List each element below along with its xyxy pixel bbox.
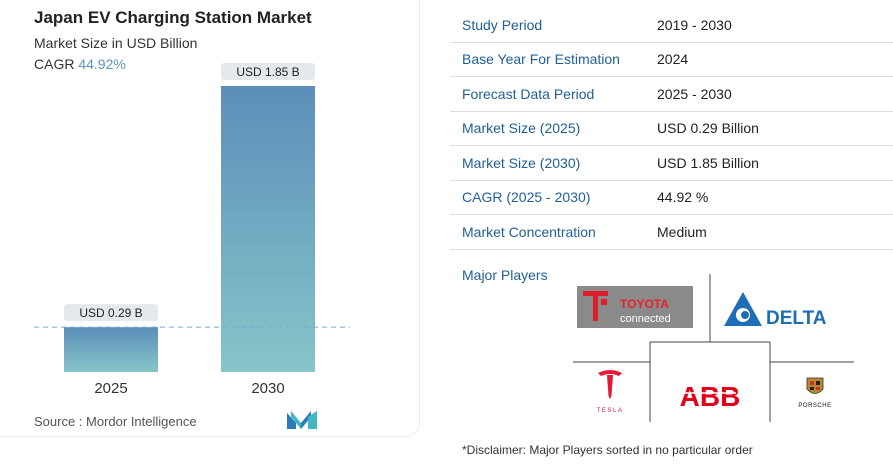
chart-subtitle: Market Size in USD Billion [34, 35, 198, 51]
toyota-text: TOYOTA [620, 297, 669, 311]
stats-table: Study Period 2019 - 2030 Base Year For Est… [450, 8, 893, 250]
stats-row: Market Size (2030) USD 1.85 Billion [450, 145, 893, 181]
delta-text: DELTA [766, 308, 827, 329]
data-label: USD 0.29 B [79, 306, 142, 320]
cagr-value: 44.92% [78, 56, 126, 72]
market-chart-card: Japan EV Charging Station Market Market … [0, 0, 420, 437]
cagr-label: CAGR [34, 56, 75, 72]
stats-row: CAGR (2025 - 2030) 44.92 % [450, 180, 893, 215]
stat-label: Study Period [450, 8, 657, 43]
stat-label: Market Size (2030) [450, 145, 657, 181]
data-label: USD 1.85 B [236, 65, 299, 79]
stat-value: USD 0.29 Billion [657, 111, 893, 146]
delta-logo: DELTA [724, 292, 827, 329]
stats-row: Base Year For Estimation 2024 [450, 42, 893, 77]
abb-logo: ABB [680, 381, 741, 412]
stat-label: CAGR (2025 - 2030) [450, 180, 657, 215]
stat-label: Base Year For Estimation [450, 42, 657, 77]
porsche-logo: PORSCHE [798, 377, 831, 409]
stat-label: Market Size (2025) [450, 111, 657, 146]
connected-text: connected [620, 313, 671, 325]
tesla-text: TESLA [597, 408, 624, 414]
porsche-text: PORSCHE [798, 403, 831, 409]
abb-text: ABB [680, 381, 741, 412]
cagr-line: CAGR 44.92% [34, 56, 126, 72]
stats-row: Forecast Data Period 2025 - 2030 [450, 76, 893, 112]
source-note: Source : Mordor Intelligence [34, 414, 197, 429]
toyota-connected-logo: TOYOTA connected [577, 286, 693, 328]
stat-label: Forecast Data Period [450, 76, 657, 112]
stats-row: Market Size (2025) USD 0.29 Billion [450, 111, 893, 146]
stat-value: 2025 - 2030 [657, 76, 893, 112]
major-players-title: Major Players [462, 267, 548, 283]
stat-value: 44.92 % [657, 180, 893, 215]
stat-value: 2019 - 2030 [657, 8, 893, 43]
stat-value: Medium [657, 214, 893, 250]
bar-2025 [64, 327, 158, 372]
stat-label: Market Concentration [450, 214, 657, 250]
category-label: 2025 [94, 380, 127, 397]
disclaimer-note: *Disclaimer: Major Players sorted in no … [462, 443, 753, 457]
bar-2030 [221, 86, 315, 372]
stat-value: 2024 [657, 42, 893, 77]
category-label: 2030 [251, 380, 284, 397]
bar-chart: USD 0.29 B 2025 USD 1.85 B 2030 [34, 63, 350, 397]
major-players-grid: TOYOTA connected DELTA TESLA ABB PORSCHE [573, 274, 854, 422]
stats-row: Market Concentration Medium [450, 214, 893, 250]
data-label-bg [221, 63, 315, 80]
tesla-logo: TESLA [597, 370, 624, 414]
mordor-logo-icon [287, 411, 317, 429]
data-label-bg [64, 304, 158, 322]
chart-title: Japan EV Charging Station Market [34, 8, 312, 27]
stats-row: Study Period 2019 - 2030 [450, 8, 893, 43]
market-stats-panel: Study Period 2019 - 2030 Base Year For Est… [450, 8, 893, 250]
stat-value: USD 1.85 Billion [657, 145, 893, 181]
